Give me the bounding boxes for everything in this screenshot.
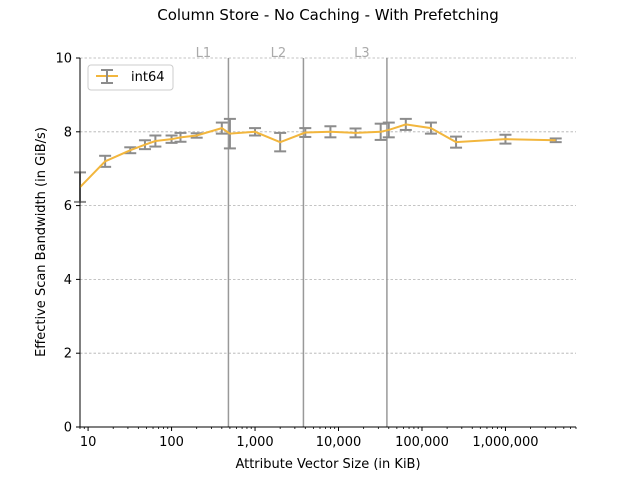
grid-layer [80, 57, 576, 354]
cache-label-l1: L1 [196, 46, 212, 61]
cache-lines: L1 L2 L3 [196, 46, 388, 427]
y-tick-label: 8 [64, 125, 72, 140]
legend: int64 [87, 64, 174, 91]
y-tick-label: 2 [64, 347, 72, 362]
x-tick-label: 1,000 [236, 435, 273, 450]
error-bars [74, 117, 562, 203]
x-tick-label: 100,000 [395, 435, 449, 450]
y-tick-label: 6 [64, 199, 72, 214]
y-tick-label: 10 [55, 52, 72, 67]
chart-title: Column Store - No Caching - With Prefetc… [157, 6, 499, 24]
x-tick-label: 10 [80, 435, 97, 450]
series-layer [79, 123, 556, 188]
x-tick-label: 10,000 [316, 435, 362, 450]
y-axis-label: Effective Scan Bandwidth (in GiB/s) [34, 127, 49, 357]
cache-label-l2: L2 [271, 46, 287, 61]
y-tick-label: 0 [64, 421, 72, 436]
y-tick-label: 4 [64, 273, 72, 288]
legend-entry-int64: int64 [131, 70, 165, 85]
cache-label-l3: L3 [354, 46, 370, 61]
x-tick-label: 100 [159, 435, 184, 450]
x-axis-label: Attribute Vector Size (in KiB) [235, 457, 420, 472]
axes: 0 2 4 6 8 10 10 100 1,000 10,000 100,000 1,000,000 [55, 52, 577, 450]
x-tick-label: 1,000,000 [472, 435, 538, 450]
series-line-int64 [79, 123, 556, 188]
